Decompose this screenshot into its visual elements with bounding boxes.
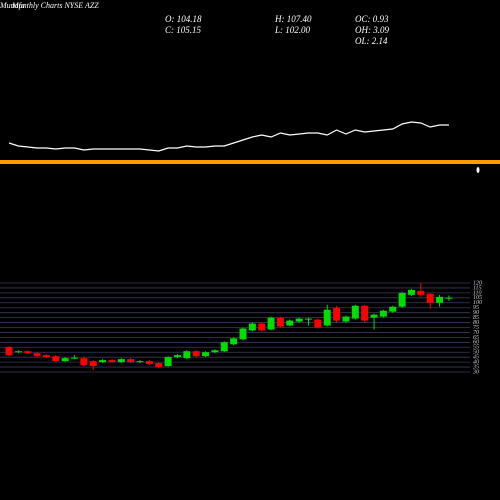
candle-body [445,297,453,299]
candle-body [136,361,144,363]
stat: OL: 2.14 [355,36,388,46]
chart-title: Monthly Charts NYSE AZZ [11,1,99,10]
candle-body [5,347,13,356]
candle-body [286,320,294,326]
candle-body [361,305,369,321]
candle-body [305,318,313,320]
stat: L: 102.00 [274,25,311,35]
stat: O: 104.18 [165,14,202,24]
candle-body [24,351,32,354]
y-tick-label: 30 [472,369,479,375]
y-tick-label: 105 [473,295,482,301]
candle-body [314,319,322,328]
candle-body [295,318,303,322]
stat: OH: 3.09 [355,25,389,35]
y-tick-label: 120 [473,280,482,286]
candle-body [398,292,406,307]
candle-body [333,307,341,321]
y-tick-label: 45 [473,354,479,361]
candle-body [370,314,378,318]
y-tick-label: 55 [473,345,479,351]
y-tick-label: 95 [473,305,479,311]
candle-body [155,363,163,368]
candle-body [80,358,88,366]
stat: H: 107.40 [274,14,312,24]
candle-body [52,356,60,362]
candle-body [14,351,22,353]
candle-body [407,289,415,295]
y-tick-label: 60 [473,340,479,346]
indicator-line [8,121,449,152]
y-tick-label: 110 [473,290,482,296]
candle-body [89,361,97,367]
y-tick-label: 75 [473,325,479,331]
candle-body [342,316,350,322]
marker [476,167,480,173]
y-tick-label: 50 [473,350,479,356]
candle-body [248,323,256,331]
watermark: Munafa [0,1,25,10]
candle-body [117,359,125,363]
candle-body [220,342,228,352]
candle-body [436,296,444,303]
y-tick-label: 90 [473,310,479,316]
candle-body [211,350,219,353]
candle-body [417,290,425,295]
candle-body [202,352,210,357]
y-tick-label: 35 [472,364,479,370]
y-tick-label: 85 [473,315,479,321]
y-tick-label: 70 [473,330,479,336]
candle-body [33,353,41,357]
candle-body [389,306,397,312]
candle-body [379,310,387,317]
candle-body [230,338,238,345]
stat: OC: 0.93 [355,14,389,24]
candle-body [276,317,284,327]
y-tick-label: 65 [473,335,479,341]
candle-body [164,357,172,367]
candle-body [426,293,434,303]
candle-body [61,358,69,362]
candle-body [127,359,135,363]
candle-body [351,305,359,319]
y-tick-label: 80 [473,320,479,326]
y-tick-label: 115 [473,285,482,291]
candle-body [183,351,191,359]
candle-body [99,360,107,363]
candle-body [42,355,50,358]
stat: C: 105.15 [165,25,202,35]
candle-body [258,323,266,331]
candle-body [323,309,331,326]
candle-body [192,351,200,357]
candle-body [145,361,153,365]
y-tick-label: 40 [473,358,479,365]
y-tick-label: 100 [473,300,482,306]
candle-body [173,355,181,358]
candle-body [71,357,79,359]
candle-body [267,317,275,330]
candle-body [108,360,116,363]
candle-body [239,328,247,340]
